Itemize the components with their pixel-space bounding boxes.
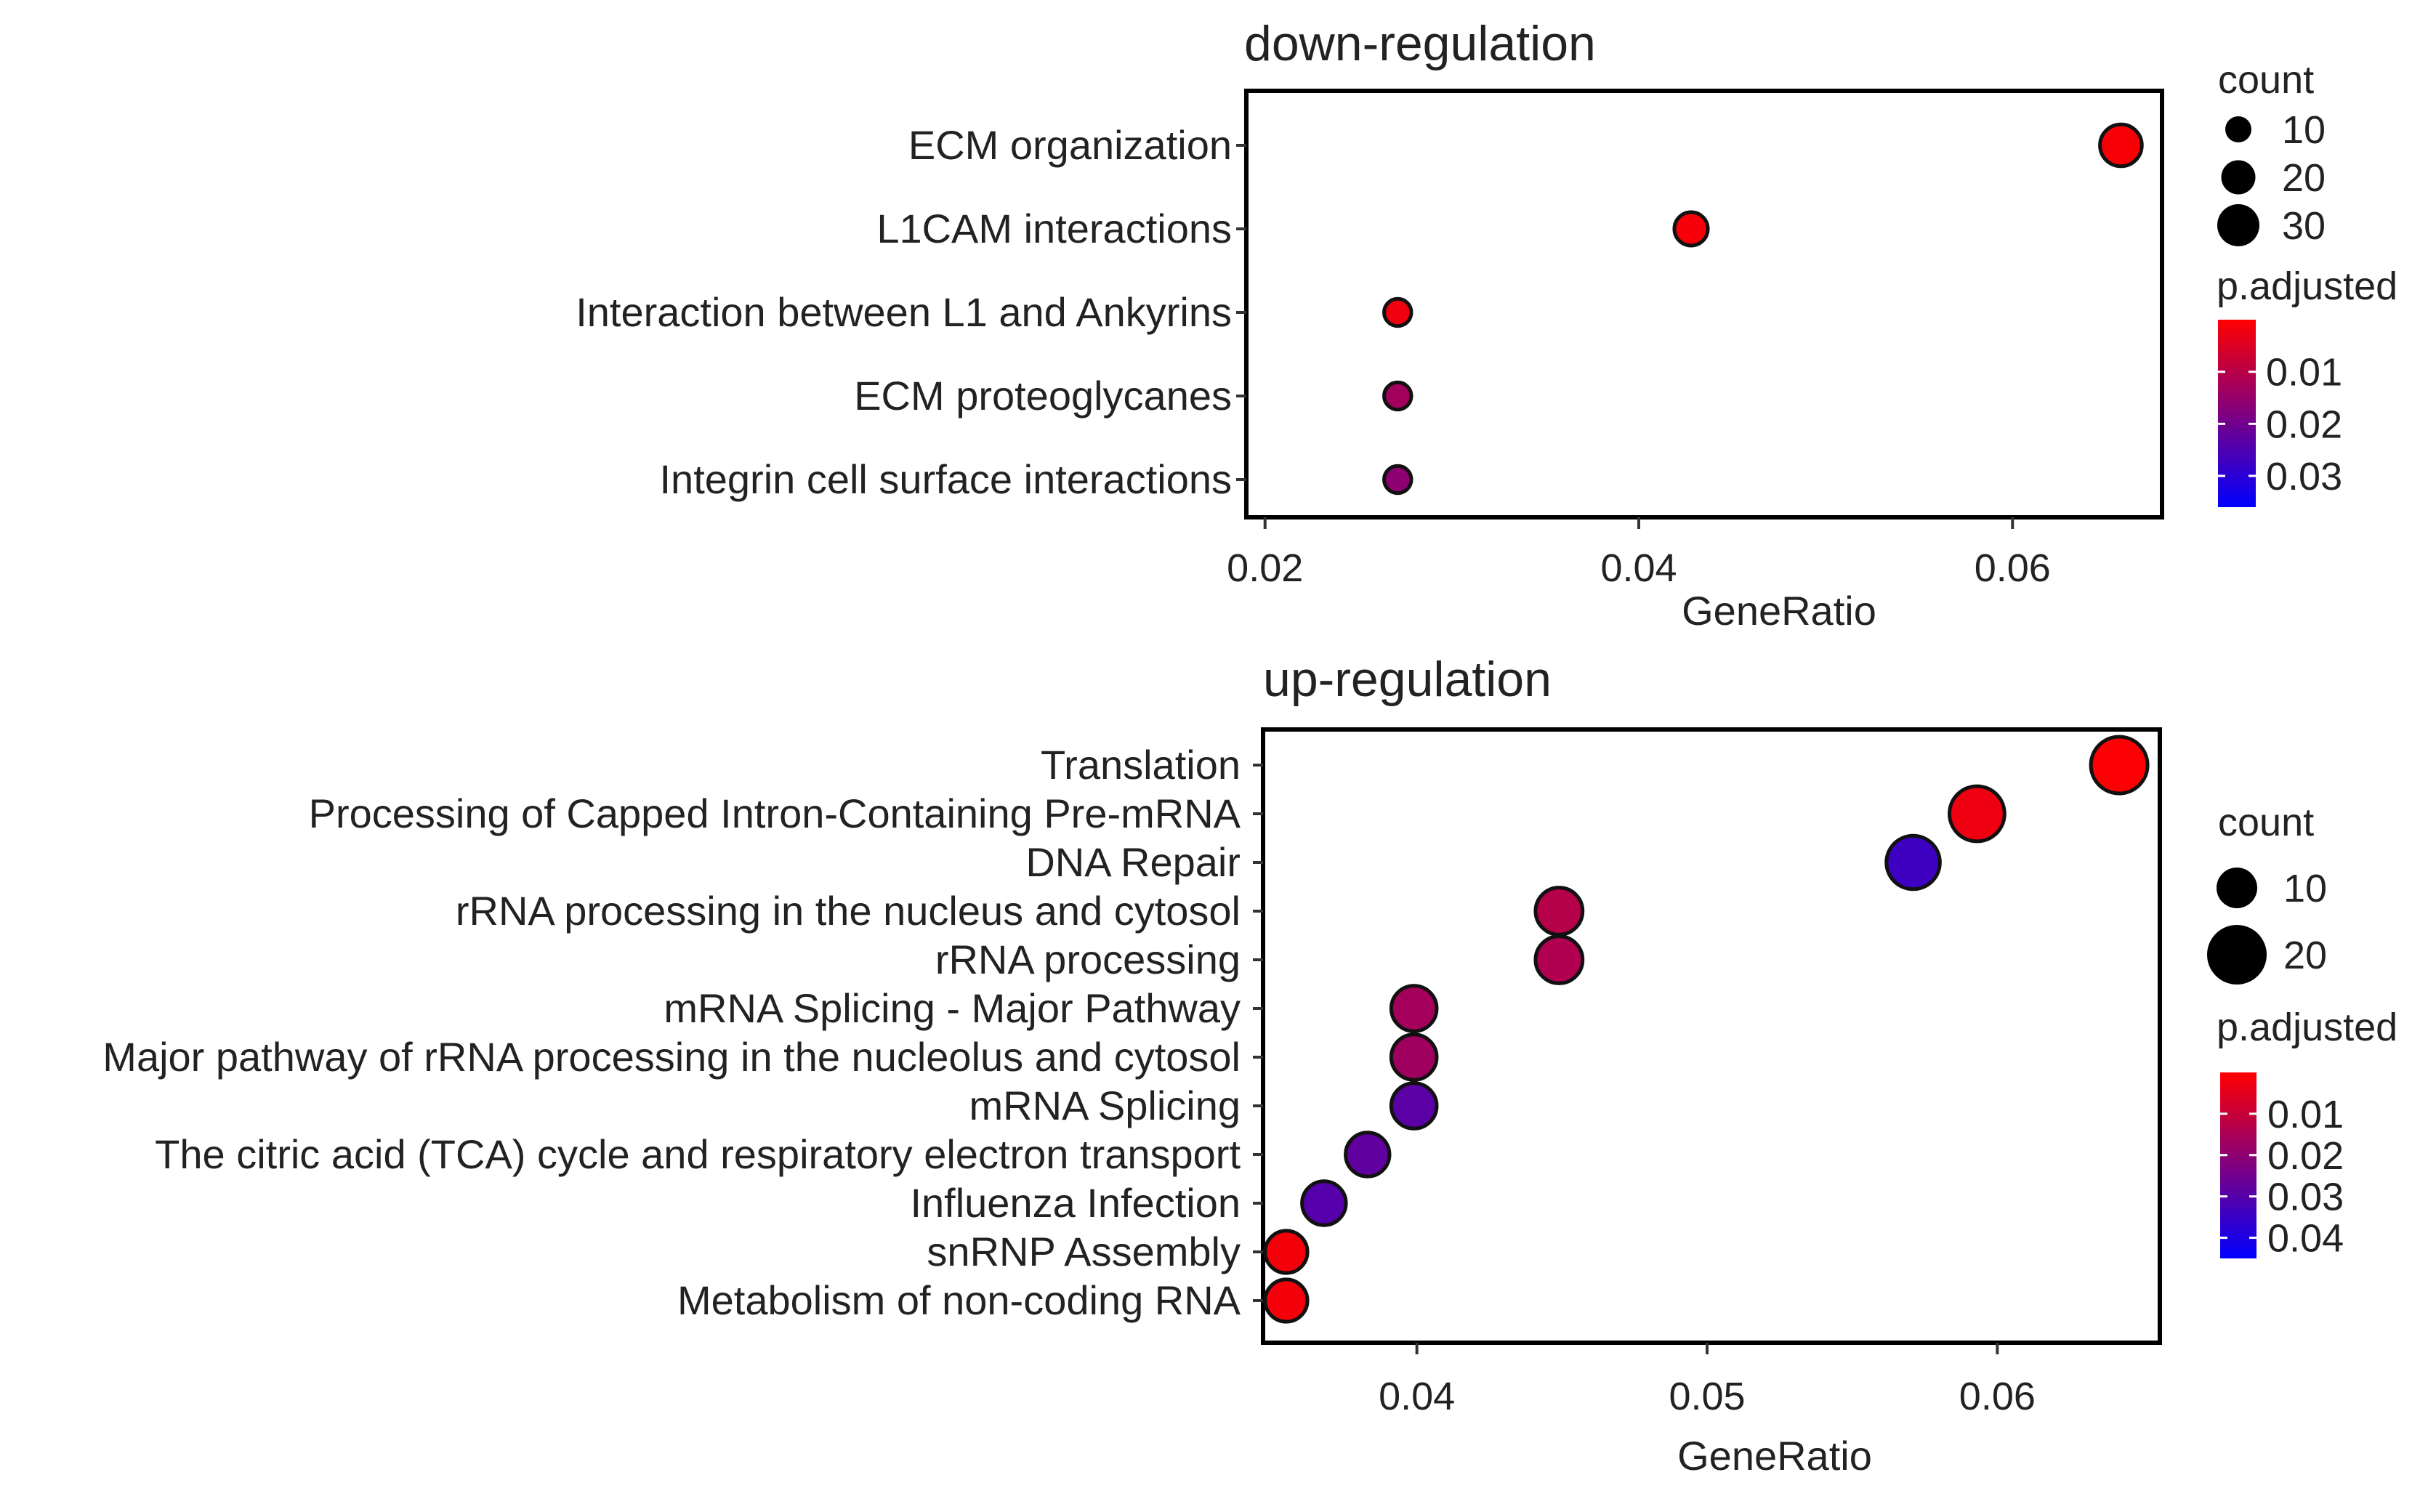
size-legend-dot [2217, 868, 2257, 908]
size-legend-label: 30 [2282, 204, 2326, 248]
y-tick-label: mRNA Splicing - Major Pathway [664, 985, 1241, 1031]
data-point [1263, 1229, 1310, 1275]
data-point [1382, 464, 1413, 496]
y-tick-label: rRNA processing [935, 937, 1241, 982]
size-legend-title: count [2218, 58, 2314, 102]
data-point [1533, 934, 1585, 985]
data-point [1948, 784, 2007, 844]
x-tick-label: 0.06 [1959, 1375, 2036, 1418]
colorbar-tick-label: 0.02 [2266, 403, 2342, 446]
x-tick-label: 0.02 [1227, 546, 1303, 590]
y-tick-label: Influenza Infection [910, 1180, 1241, 1226]
y-tick-label: DNA Repair [1025, 839, 1241, 885]
data-point [1533, 886, 1585, 937]
plot-frame [1261, 727, 2162, 1345]
size-legend-dot [2225, 116, 2251, 142]
y-tick-label: rRNA processing in the nucleus and cytos… [456, 888, 1241, 934]
panel-title: down-regulation [1244, 16, 1596, 71]
data-point [2089, 735, 2150, 796]
colorbar-tick-label: 0.03 [2266, 455, 2342, 498]
y-tick-label: ECM organization [908, 122, 1232, 168]
colorbar-tick-label: 0.02 [2267, 1134, 2344, 1178]
x-tick-label: 0.05 [1669, 1375, 1745, 1418]
data-point [1389, 1032, 1439, 1082]
x-axis-label: GeneRatio [1682, 588, 1876, 634]
y-tick-label: Major pathway of rRNA processing in the … [102, 1034, 1241, 1080]
size-legend-title: count [2218, 801, 2314, 844]
y-tick-label: Metabolism of non-coding RNA [677, 1277, 1241, 1323]
data-point [1389, 1081, 1439, 1131]
data-point [1344, 1131, 1392, 1179]
y-tick-label: Processing of Capped Intron-Containing P… [309, 791, 1241, 836]
size-legend-dot [2221, 160, 2256, 195]
panel-title: up-regulation [1263, 652, 1552, 707]
size-legend-label: 20 [2283, 934, 2327, 977]
size-legend-label: 20 [2282, 156, 2326, 200]
x-tick-label: 0.04 [1379, 1375, 1455, 1418]
data-point [1382, 296, 1413, 328]
data-point [1389, 984, 1439, 1033]
colorbar-tick-label: 0.01 [2267, 1093, 2344, 1136]
colorbar-tick-label: 0.03 [2267, 1176, 2344, 1219]
data-point [1382, 380, 1413, 412]
plot-frame [1244, 89, 2164, 520]
colorbar-tick-label: 0.01 [2266, 351, 2342, 395]
size-legend-label: 10 [2282, 108, 2326, 152]
x-tick-label: 0.06 [1975, 546, 2051, 590]
y-tick-label: Interaction between L1 and Ankyrins [576, 289, 1232, 335]
data-point [1884, 833, 1942, 892]
x-axis-label: GeneRatio [1677, 1433, 1872, 1479]
size-legend-label: 10 [2283, 867, 2327, 910]
y-tick-label: Integrin cell surface interactions [660, 456, 1233, 502]
data-point [1263, 1277, 1310, 1324]
color-legend-title: p.adjusted [2217, 264, 2397, 308]
colorbar [2220, 1072, 2256, 1258]
color-legend-title: p.adjusted [2217, 1006, 2397, 1049]
data-point [1300, 1179, 1348, 1227]
y-tick-label: mRNA Splicing [969, 1083, 1241, 1128]
colorbar-tick-label: 0.04 [2267, 1217, 2344, 1261]
data-point [1672, 210, 1710, 248]
y-tick-label: snRNP Assembly [927, 1229, 1241, 1274]
y-tick-label: The citric acid (TCA) cycle and respirat… [155, 1131, 1241, 1177]
panel-down-regulation: down-regulation ECM organization L1CAM int… [576, 16, 2397, 634]
x-tick-label: 0.04 [1600, 546, 1677, 590]
size-legend-dot [2207, 925, 2267, 985]
y-tick-label: L1CAM interactions [876, 206, 1232, 251]
colorbar [2218, 320, 2256, 507]
y-tick-label: Translation [1041, 742, 1241, 788]
data-point [2098, 122, 2144, 169]
y-tick-label: ECM proteoglycanes [854, 373, 1232, 419]
size-legend-dot [2217, 204, 2259, 246]
